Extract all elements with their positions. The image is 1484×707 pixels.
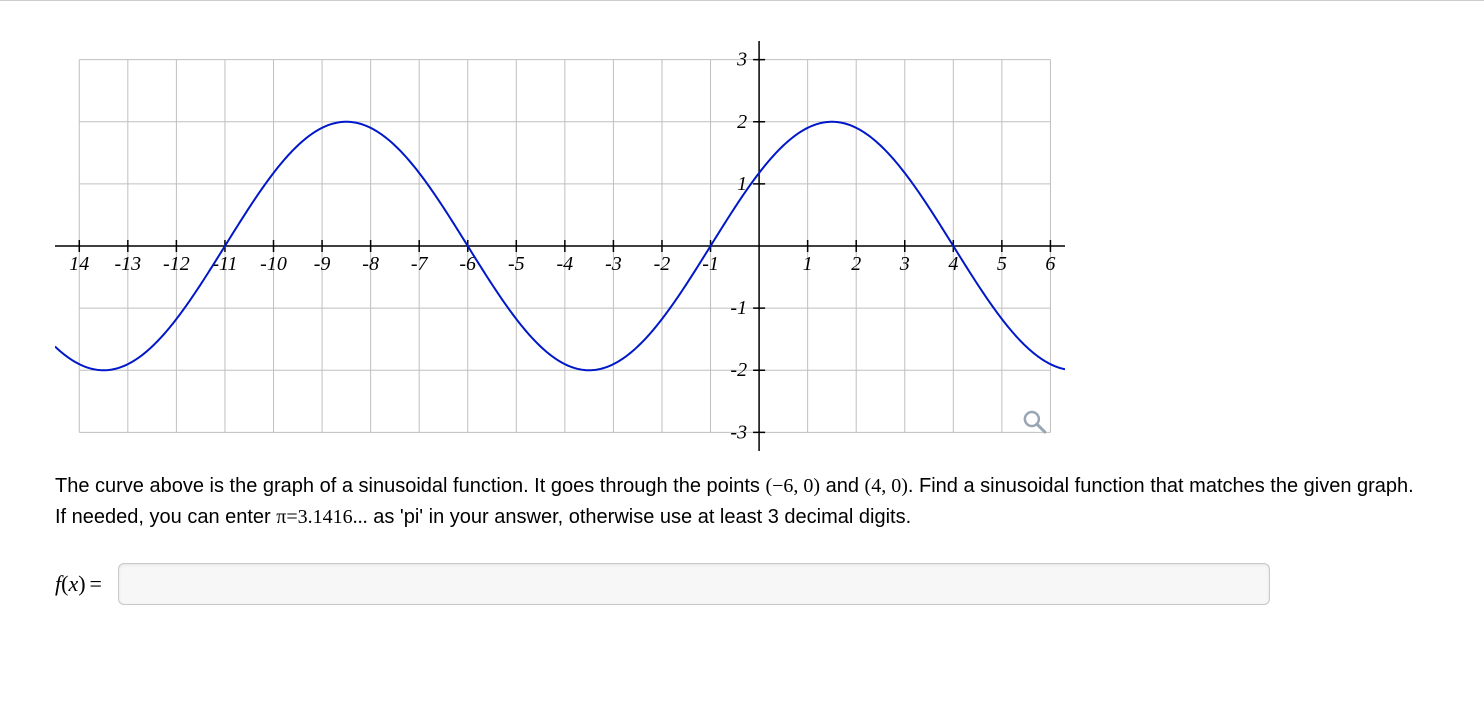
answer-row: f(x)= (55, 563, 1429, 605)
chart-svg: 14-13-12-11-10-9-8-7-6-5-4-3-2-1123456-3… (55, 41, 1065, 451)
svg-text:4: 4 (948, 253, 958, 275)
svg-text:-5: -5 (508, 253, 525, 275)
svg-text:-7: -7 (411, 253, 429, 275)
label-var: x (68, 571, 78, 596)
svg-text:-10: -10 (260, 253, 287, 275)
svg-text:6: 6 (1045, 253, 1055, 275)
point-1: (−6, 0) (765, 475, 820, 497)
svg-text:-4: -4 (557, 253, 574, 275)
svg-text:-3: -3 (605, 253, 622, 275)
problem-container: 14-13-12-11-10-9-8-7-6-5-4-3-2-1123456-3… (0, 11, 1484, 635)
svg-text:5: 5 (997, 253, 1007, 275)
svg-text:14: 14 (69, 253, 89, 275)
svg-text:-8: -8 (362, 253, 379, 275)
svg-text:-13: -13 (115, 253, 142, 275)
point-2: (4, 0) (865, 475, 908, 497)
fx-label: f(x)= (55, 571, 106, 597)
pi-def: π=3.1416... (276, 506, 367, 528)
svg-text:-1: -1 (730, 297, 747, 319)
problem-statement: The curve above is the graph of a sinuso… (55, 471, 1429, 533)
svg-text:1: 1 (803, 253, 813, 275)
svg-text:-9: -9 (314, 253, 331, 275)
top-divider (0, 0, 1484, 1)
text-part-mid: and (820, 475, 864, 497)
text-part-3: as 'pi' in your answer, otherwise use at… (368, 506, 911, 528)
svg-text:-2: -2 (730, 359, 747, 381)
svg-text:-3: -3 (730, 421, 747, 443)
svg-text:2: 2 (737, 111, 747, 133)
answer-input[interactable] (118, 563, 1270, 605)
svg-text:-12: -12 (163, 253, 190, 275)
text-part-1: The curve above is the graph of a sinuso… (55, 475, 765, 497)
svg-text:3: 3 (736, 49, 747, 71)
svg-text:3: 3 (899, 253, 910, 275)
svg-text:-11: -11 (212, 253, 237, 275)
svg-text:2: 2 (851, 253, 861, 275)
sinusoid-chart: 14-13-12-11-10-9-8-7-6-5-4-3-2-1123456-3… (55, 41, 1429, 451)
svg-text:-2: -2 (654, 253, 671, 275)
